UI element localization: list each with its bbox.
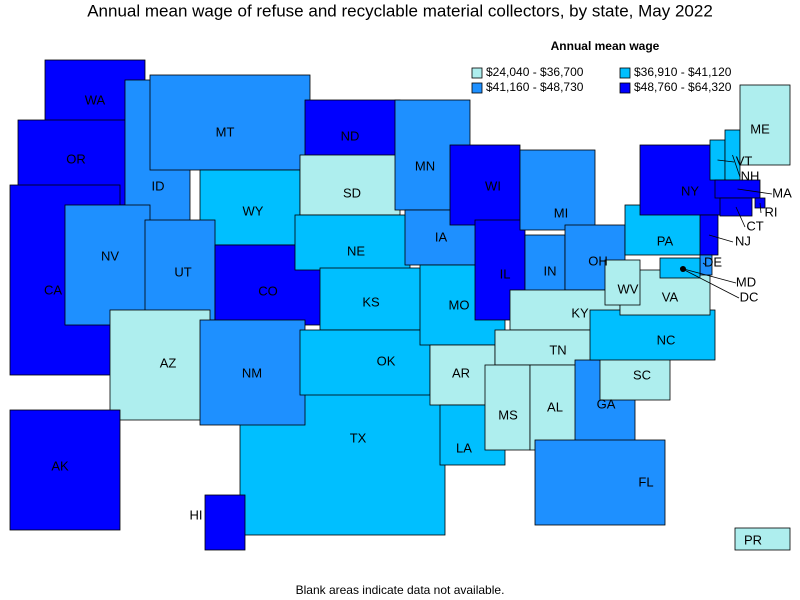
state-shape [199, 319, 306, 426]
leader-line [732, 154, 741, 178]
footnote: Blank areas indicate data not available. [296, 583, 505, 597]
state-label: CT [746, 218, 763, 233]
state-label: OR [66, 151, 86, 166]
state-label: TX [350, 430, 367, 445]
state-label: IN [544, 263, 557, 278]
state-shape [529, 364, 581, 451]
legend: $24,040 - $36,700 $36,910 - $41,120 $41,16… [471, 65, 732, 94]
state-label: VA [662, 289, 679, 304]
state-label: IL [500, 266, 511, 281]
legend-swatch [471, 82, 483, 94]
state-label: HI [190, 507, 203, 522]
state-label: CA [44, 282, 62, 297]
map-title: Annual mean wage of refuse and recyclabl… [87, 1, 713, 20]
legend-swatch [619, 82, 631, 94]
state-label: WI [485, 178, 501, 193]
state-label: TN [549, 342, 566, 357]
state-label: GA [597, 396, 616, 411]
state-shape [64, 204, 151, 326]
state-label: NY [681, 183, 699, 198]
state-shape [294, 214, 411, 271]
state-label: NH [741, 168, 760, 183]
state-shape [734, 527, 791, 551]
state-label: ID [152, 178, 165, 193]
state-label: VT [736, 153, 753, 168]
state-shape [299, 154, 401, 216]
leader-line [737, 188, 773, 195]
states [9, 59, 791, 551]
state-label: NC [657, 332, 676, 347]
state-label: NV [101, 248, 119, 263]
state-label: UT [174, 264, 191, 279]
state-shape [589, 309, 716, 361]
state-label: MA [772, 185, 792, 200]
state-label: AK [51, 458, 69, 473]
state-label: IA [435, 229, 448, 244]
state-label: OK [377, 353, 396, 368]
state-label: AR [452, 365, 470, 380]
state-shape [484, 364, 531, 451]
leader-line [759, 202, 762, 214]
state-label: NJ [735, 233, 751, 248]
legend-label: $36,910 - $41,120 [634, 65, 732, 79]
state-label: SD [343, 185, 361, 200]
legend-label: $48,760 - $64,320 [634, 80, 732, 94]
state-shape [534, 439, 666, 526]
state-label: MN [415, 158, 435, 173]
state-label: ND [341, 128, 360, 143]
state-shape [149, 74, 311, 171]
state-shape [429, 344, 496, 406]
state-label: MD [736, 274, 756, 289]
legend-swatch [619, 67, 631, 79]
state-label: KY [571, 305, 589, 320]
state-label: MT [216, 124, 235, 139]
state-label: AL [547, 399, 563, 414]
state-label: RI [765, 204, 778, 219]
legend-swatch [471, 67, 483, 79]
state-label: OH [588, 253, 608, 268]
state-label: MI [554, 205, 568, 220]
state-label: CO [258, 283, 278, 298]
state-label: DC [740, 289, 759, 304]
state-shape [299, 329, 431, 396]
state-shape [199, 169, 301, 246]
state-label: MO [449, 297, 470, 312]
legend-title: Annual mean wage [551, 39, 660, 53]
legend-label: $24,040 - $36,700 [486, 65, 584, 79]
state-label: PR [744, 532, 762, 547]
leader-line [683, 269, 740, 299]
legend-label: $41,160 - $48,730 [486, 80, 584, 94]
state-label: WA [85, 92, 106, 107]
leader-line [735, 206, 746, 228]
state-label: NE [347, 243, 365, 258]
state-label: LA [456, 440, 472, 455]
state-label: NM [242, 365, 262, 380]
state-shape [519, 149, 596, 231]
state-label: WV [618, 281, 639, 296]
state-shape [319, 267, 431, 331]
state-shape [449, 144, 521, 226]
leader-line [717, 159, 735, 163]
state-shape [604, 259, 641, 306]
state-label: WY [243, 203, 264, 218]
leader-line [679, 267, 737, 284]
state-label: SC [633, 367, 651, 382]
state-label: PA [657, 233, 674, 248]
state-label: MS [498, 407, 518, 422]
state-label: KS [362, 294, 380, 309]
state-shape [204, 494, 246, 551]
state-shape [9, 409, 121, 531]
state-label: FL [638, 474, 653, 489]
leader-line [702, 262, 707, 266]
leader-line [708, 234, 734, 243]
state-shape [739, 84, 791, 166]
state-shape [109, 309, 211, 421]
state-labels: TX WA OR CA ID NV MT WY UT AZ CO NM ND SD NE KS OK MN IA MO… [44, 92, 792, 547]
state-label: AZ [160, 355, 177, 370]
state-label: ME [750, 121, 770, 136]
state-label: DE [704, 254, 722, 269]
